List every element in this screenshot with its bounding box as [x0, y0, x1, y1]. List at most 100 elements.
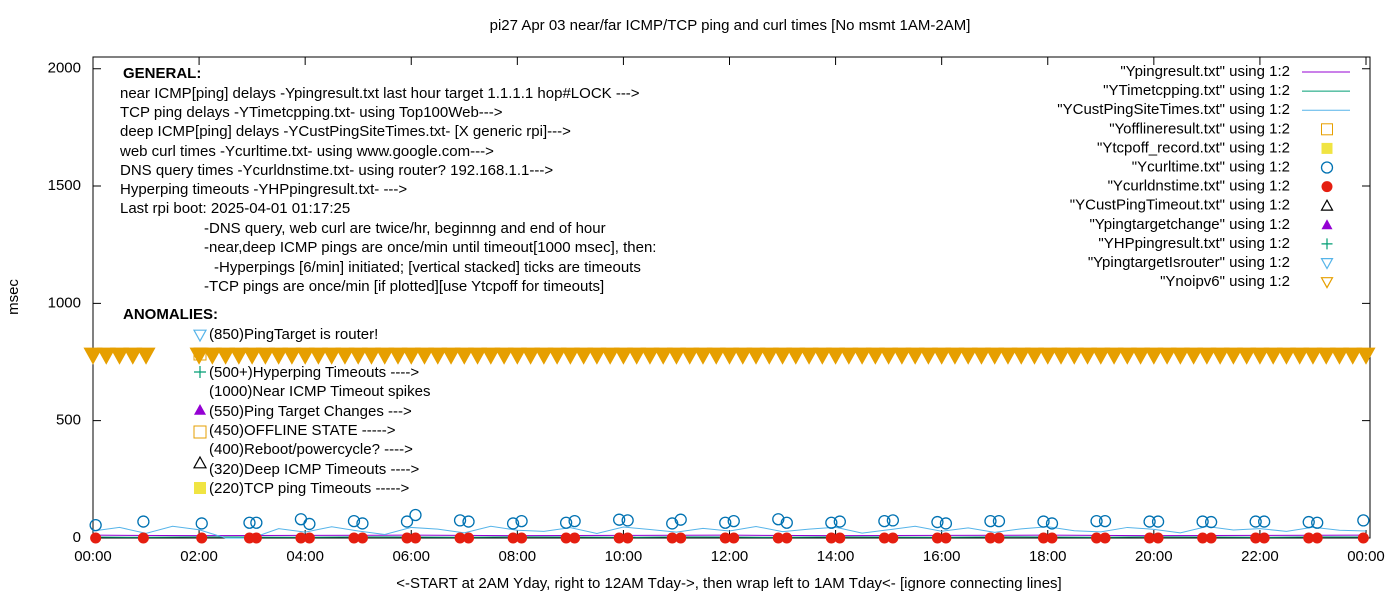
y-tick-label: 2000	[48, 60, 81, 77]
marker	[1259, 533, 1270, 544]
marker	[1206, 533, 1217, 544]
annotation: deep ICMP[ping] delays -YCustPingSiteTim…	[120, 123, 571, 140]
marker	[1100, 516, 1111, 527]
marker	[1312, 517, 1323, 528]
legend-label: "Ypingresult.txt" using 1:2	[1120, 63, 1290, 80]
annotation: GENERAL:	[123, 65, 201, 82]
legend-label: "YpingtargetIsrouter" using 1:2	[1088, 254, 1290, 271]
annotation: web curl times -Ycurltime.txt- using www…	[119, 143, 494, 160]
x-tick-label: 22:00	[1241, 548, 1279, 565]
annotation: (550)Ping Target Changes --->	[209, 403, 412, 420]
legend-glyph	[194, 366, 206, 378]
marker	[410, 510, 421, 521]
annotation: -TCP pings are once/min [if plotted][use…	[204, 278, 604, 295]
legend-label: "YHPpingresult.txt" using 1:2	[1098, 235, 1290, 252]
marker	[1046, 533, 1057, 544]
x-tick-label: 08:00	[499, 548, 537, 565]
legend-glyph	[194, 426, 206, 438]
annotation: ANOMALIES:	[123, 306, 218, 323]
legend-label: "Ynoipv6" using 1:2	[1160, 273, 1290, 290]
annotation: DNS query times -Ycurldnstime.txt- using…	[120, 162, 553, 179]
x-tick-label: 02:00	[180, 548, 218, 565]
marker	[1153, 533, 1164, 544]
legend-swatch	[1322, 143, 1333, 154]
annotations: GENERAL: near ICMP[ping] delays -Ypingres…	[119, 65, 656, 497]
legend-label: "YCustPingTimeout.txt" using 1:2	[1070, 197, 1290, 214]
annotation: (1000)Near ICMP Timeout spikes	[209, 383, 430, 400]
marker	[993, 516, 1004, 527]
marker	[251, 533, 262, 544]
legend-swatch	[1322, 200, 1333, 210]
legend-swatch	[1322, 124, 1333, 135]
x-tick-label: 00:00	[74, 548, 112, 565]
legend-swatch	[1322, 238, 1333, 249]
marker	[1153, 516, 1164, 527]
series	[90, 510, 1369, 531]
marker	[1358, 348, 1375, 363]
annotation: (320)Deep ICMP Timeouts ---->	[209, 461, 419, 478]
marker	[463, 533, 474, 544]
annotation: (500+)Hyperping Timeouts ---->	[209, 364, 419, 381]
legend-label: "Ypingtargetchange" using 1:2	[1089, 216, 1290, 233]
legend-label: "Ytcpoff_record.txt" using 1:2	[1097, 139, 1290, 156]
marker	[887, 533, 898, 544]
marker	[304, 533, 315, 544]
marker	[622, 533, 633, 544]
legend-label: "YTimetcpping.txt" using 1:2	[1103, 82, 1290, 99]
legend-glyph	[194, 482, 206, 494]
marker	[993, 533, 1004, 544]
marker	[569, 533, 580, 544]
marker	[304, 518, 315, 529]
y-tick-label: 1500	[48, 177, 81, 194]
marker	[357, 533, 368, 544]
x-tick-label: 04:00	[286, 548, 324, 565]
x-tick-label: 10:00	[605, 548, 643, 565]
legend-label: "YCustPingSiteTimes.txt" using 1:2	[1057, 101, 1290, 118]
legend-label: "Ycurldnstime.txt" using 1:2	[1108, 178, 1290, 195]
marker	[90, 520, 101, 531]
x-tick-label: 00:00	[1347, 548, 1385, 565]
annotation: -Hyperpings [6/min] initiated; [vertical…	[214, 259, 641, 276]
annotation: (850)PingTarget is router!	[209, 326, 378, 343]
x-tick-label: 20:00	[1135, 548, 1173, 565]
marker	[940, 533, 951, 544]
y-axis-label: msec	[5, 279, 22, 315]
x-tick-label: 16:00	[923, 548, 961, 565]
marker	[675, 533, 686, 544]
marker	[463, 516, 474, 527]
annotation: near ICMP[ping] delays -Ypingresult.txt …	[120, 85, 640, 102]
marker	[1206, 517, 1217, 528]
x-tick-label: 12:00	[711, 548, 749, 565]
legend-swatch	[1322, 219, 1333, 229]
annotation: Hyperping timeouts -YHPpingresult.txt- -…	[120, 181, 407, 198]
marker	[834, 533, 845, 544]
legend-glyph	[194, 330, 206, 341]
x-tick-label: 14:00	[817, 548, 855, 565]
annotation: -near,deep ICMP pings are once/min until…	[204, 239, 656, 256]
y-tick-label: 500	[56, 412, 81, 429]
x-axis-label: <-START at 2AM Yday, right to 12AM Tday-…	[396, 575, 1061, 592]
legend-swatch	[1322, 259, 1333, 269]
series	[85, 348, 1375, 363]
y-tick-label: 0	[73, 529, 81, 546]
marker	[196, 518, 207, 529]
marker	[138, 516, 149, 527]
y-tick-label: 1000	[48, 294, 81, 311]
legend-label: "Ycurltime.txt" using 1:2	[1132, 158, 1290, 175]
marker	[90, 533, 101, 544]
marker	[728, 533, 739, 544]
annotation: Last rpi boot: 2025-04-01 01:17:25	[120, 200, 350, 217]
marker	[516, 533, 527, 544]
marker	[410, 533, 421, 544]
x-tick-label: 18:00	[1029, 548, 1067, 565]
marker	[887, 515, 898, 526]
annotation: (400)Reboot/powercycle? ---->	[209, 441, 413, 458]
marker	[1100, 533, 1111, 544]
legend-swatch	[1322, 278, 1333, 288]
marker	[196, 533, 207, 544]
annotation: (220)TCP ping Timeouts ----->	[209, 480, 409, 497]
marker	[295, 514, 306, 525]
legend-glyph	[194, 457, 206, 468]
